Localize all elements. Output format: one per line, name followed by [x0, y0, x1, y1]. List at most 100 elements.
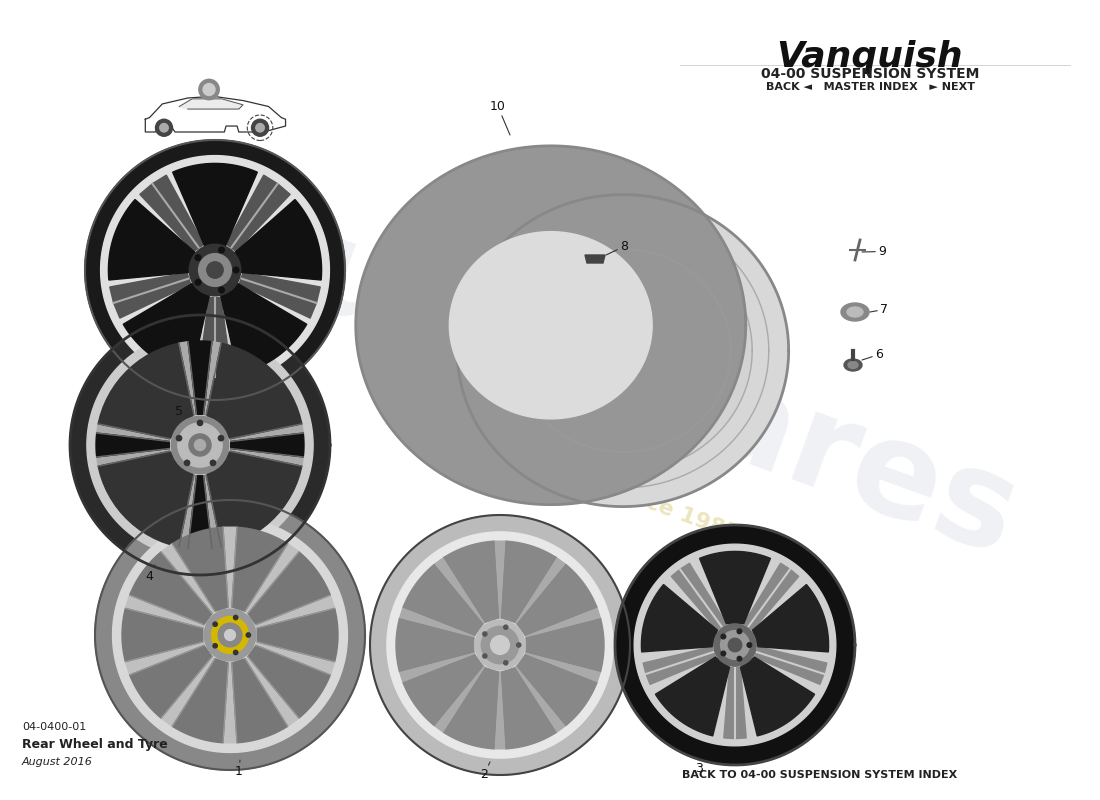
Polygon shape: [207, 451, 301, 547]
Circle shape: [178, 423, 222, 467]
Polygon shape: [477, 258, 624, 393]
Polygon shape: [179, 99, 243, 109]
Polygon shape: [461, 242, 641, 409]
Polygon shape: [579, 259, 668, 330]
Polygon shape: [232, 527, 288, 611]
Polygon shape: [140, 175, 204, 251]
Polygon shape: [173, 658, 228, 742]
Polygon shape: [502, 541, 556, 622]
Polygon shape: [173, 163, 257, 270]
Circle shape: [199, 79, 219, 100]
Polygon shape: [515, 558, 566, 624]
Polygon shape: [444, 541, 498, 622]
Polygon shape: [536, 361, 619, 441]
Polygon shape: [248, 646, 330, 718]
Text: 04-00 SUSPENSION SYSTEM: 04-00 SUSPENSION SYSTEM: [761, 67, 979, 81]
Polygon shape: [204, 342, 221, 414]
Polygon shape: [231, 433, 304, 457]
Polygon shape: [161, 657, 214, 726]
Polygon shape: [400, 187, 701, 463]
Text: 1: 1: [235, 760, 243, 778]
Circle shape: [185, 460, 189, 466]
Circle shape: [219, 435, 223, 441]
Polygon shape: [179, 475, 197, 548]
Polygon shape: [204, 475, 221, 548]
Polygon shape: [639, 286, 719, 366]
Polygon shape: [529, 354, 602, 384]
Ellipse shape: [844, 359, 862, 371]
Polygon shape: [399, 607, 475, 638]
Polygon shape: [399, 652, 475, 683]
Polygon shape: [239, 273, 320, 318]
Polygon shape: [87, 332, 314, 558]
Polygon shape: [752, 585, 828, 652]
Polygon shape: [525, 607, 601, 638]
Circle shape: [224, 630, 235, 640]
Polygon shape: [526, 619, 604, 671]
Polygon shape: [161, 544, 214, 614]
Circle shape: [189, 434, 211, 456]
Polygon shape: [390, 178, 711, 473]
Polygon shape: [494, 672, 506, 749]
Text: 10: 10: [490, 100, 510, 135]
Circle shape: [219, 247, 224, 253]
Circle shape: [483, 654, 487, 658]
Ellipse shape: [848, 362, 858, 369]
Text: eurospares: eurospares: [206, 178, 1034, 582]
Polygon shape: [230, 449, 304, 466]
Polygon shape: [483, 263, 618, 388]
Polygon shape: [472, 253, 629, 398]
Polygon shape: [615, 525, 855, 765]
Polygon shape: [232, 658, 288, 742]
Text: 9: 9: [862, 245, 886, 258]
Polygon shape: [744, 563, 799, 630]
Circle shape: [197, 420, 202, 426]
Polygon shape: [227, 175, 290, 251]
Text: 8: 8: [606, 240, 628, 255]
Circle shape: [195, 255, 201, 261]
Circle shape: [207, 262, 223, 278]
Text: 04-0400-01: 04-0400-01: [22, 722, 86, 732]
Polygon shape: [433, 666, 485, 733]
Polygon shape: [455, 237, 647, 414]
Circle shape: [256, 123, 264, 132]
Polygon shape: [145, 96, 286, 132]
Text: 2: 2: [480, 762, 490, 781]
Polygon shape: [641, 585, 717, 652]
Polygon shape: [385, 174, 716, 478]
Polygon shape: [404, 655, 483, 726]
Circle shape: [483, 632, 487, 636]
Polygon shape: [112, 518, 348, 753]
Polygon shape: [433, 558, 485, 624]
Polygon shape: [100, 156, 329, 384]
Polygon shape: [110, 273, 190, 318]
Polygon shape: [85, 140, 345, 400]
Polygon shape: [207, 343, 301, 438]
Polygon shape: [245, 657, 299, 726]
Polygon shape: [97, 424, 169, 442]
Circle shape: [204, 83, 214, 95]
Circle shape: [728, 638, 741, 652]
Polygon shape: [123, 270, 214, 374]
Circle shape: [233, 615, 238, 620]
Text: 3: 3: [695, 758, 703, 775]
Polygon shape: [223, 527, 236, 607]
Polygon shape: [585, 255, 605, 263]
Circle shape: [720, 651, 726, 656]
Polygon shape: [130, 552, 212, 625]
Circle shape: [218, 623, 242, 647]
Text: Vanquish: Vanquish: [777, 40, 964, 74]
Polygon shape: [525, 652, 601, 683]
Polygon shape: [635, 544, 836, 746]
Polygon shape: [248, 552, 330, 625]
Polygon shape: [406, 191, 696, 459]
Circle shape: [176, 435, 182, 441]
Polygon shape: [645, 354, 717, 384]
Polygon shape: [179, 342, 197, 414]
Circle shape: [211, 617, 249, 654]
Ellipse shape: [604, 333, 641, 368]
Polygon shape: [724, 667, 746, 738]
Polygon shape: [109, 199, 214, 280]
Polygon shape: [370, 515, 630, 775]
Polygon shape: [98, 343, 194, 438]
